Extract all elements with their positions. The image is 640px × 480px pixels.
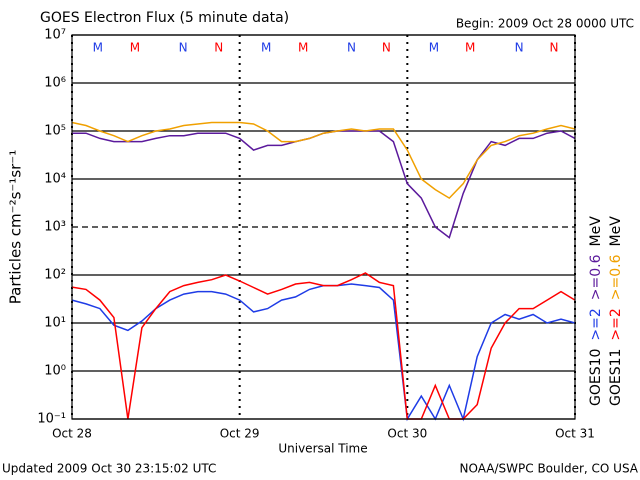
legend-group: GOES11 xyxy=(608,349,624,406)
orbit-marker: N xyxy=(347,41,356,55)
y-tick-label: 10³ xyxy=(44,220,66,235)
chart-title: GOES Electron Flux (5 minute data) xyxy=(40,10,289,26)
x-tick-label: Oct 28 xyxy=(52,427,92,441)
flux-line xyxy=(71,283,576,422)
y-tick-label: 10⁻¹ xyxy=(37,412,66,427)
legend-series: >=0.6 xyxy=(608,254,624,300)
y-tick-label: 10² xyxy=(44,268,66,283)
y-tick-label: 10⁴ xyxy=(44,172,66,187)
orbit-marker: N xyxy=(382,41,391,55)
y-tick-label: 10⁵ xyxy=(44,124,66,139)
y-tick-label: 10¹ xyxy=(44,316,66,331)
y-tick-label: 10⁷ xyxy=(44,28,66,43)
x-axis-label: Universal Time xyxy=(278,442,367,456)
orbit-marker: M xyxy=(429,41,439,55)
orbit-marker: N xyxy=(550,41,559,55)
y-tick-label: 10⁶ xyxy=(44,76,66,91)
footer-right: NOAA/SWPC Boulder, CO USA xyxy=(460,462,639,476)
orbit-marker: M xyxy=(93,41,103,55)
legend-series: >=0.6 xyxy=(588,254,604,300)
x-tick-label: Oct 30 xyxy=(387,427,427,441)
orbit-marker: M xyxy=(465,41,475,55)
footer-left: Updated 2009 Oct 30 23:15:02 UTC xyxy=(2,462,216,476)
legend-entry: GOES10 >=2 >=0.6 MeV xyxy=(588,216,604,406)
legend-unit: MeV xyxy=(608,216,624,247)
flux-line xyxy=(72,130,576,239)
orbit-marker: N xyxy=(214,41,223,55)
orbit-marker: M xyxy=(298,41,308,55)
orbit-marker: M xyxy=(261,41,271,55)
orbit-marker: N xyxy=(179,41,188,55)
legend-unit: MeV xyxy=(588,216,604,247)
legend-group: GOES10 xyxy=(588,349,604,406)
orbit-marker: M xyxy=(130,41,140,55)
x-tick-label: Oct 29 xyxy=(220,427,260,441)
flux-line xyxy=(71,121,576,200)
plot-frame xyxy=(71,34,576,420)
legend-series: >=2 xyxy=(608,308,624,340)
chart-subtitle: Begin: 2009 Oct 28 0000 UTC xyxy=(456,17,634,31)
y-tick-label: 10⁰ xyxy=(44,364,66,379)
legend-entry: GOES11 >=2 >=0.6 MeV xyxy=(608,216,624,406)
orbit-marker: N xyxy=(515,41,524,55)
y-axis-label: Particles cm⁻²s⁻¹sr⁻¹ xyxy=(7,150,25,304)
legend-series: >=2 xyxy=(588,308,604,340)
x-tick-label: Oct 31 xyxy=(555,427,595,441)
flux-line xyxy=(71,272,576,420)
